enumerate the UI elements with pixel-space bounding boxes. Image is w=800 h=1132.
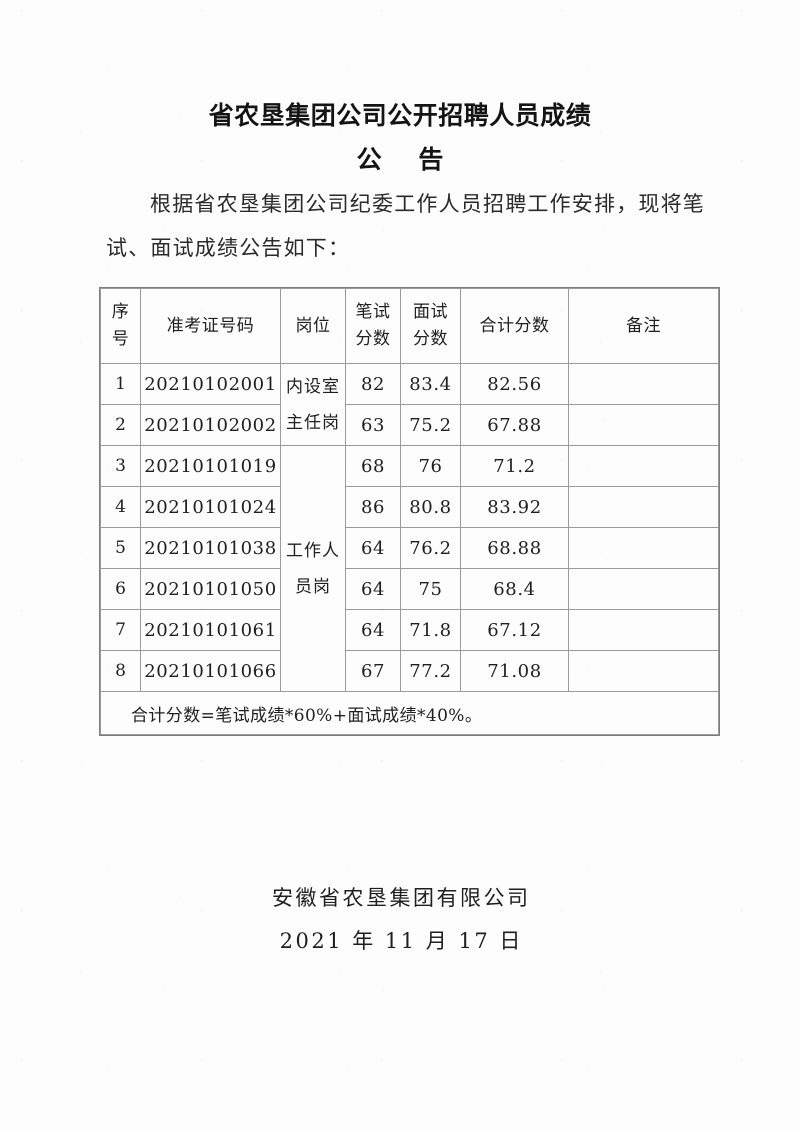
cell-total-score: 67.12 (460, 609, 569, 651)
table-row: 7 20210101061 64 71.8 67.12 (100, 609, 719, 651)
cell-written-score: 68 (345, 445, 401, 487)
cell-written-score: 82 (345, 363, 401, 405)
cell-index: 6 (100, 568, 141, 610)
cell-written-score: 64 (345, 609, 401, 651)
table-body: 1 20210102001 内设室 主任岗 82 83.4 82.56 2 20… (100, 363, 719, 735)
cell-index: 1 (100, 363, 141, 405)
cell-exam-no: 20210102001 (140, 363, 281, 405)
cell-interview-score: 75 (400, 568, 461, 610)
cell-remark (568, 527, 719, 569)
cell-total-score: 71.2 (460, 445, 569, 487)
cell-written-score: 67 (345, 650, 401, 692)
cell-written-score: 64 (345, 568, 401, 610)
cell-post-group-2: 工作人 员岗 (280, 445, 346, 692)
cell-post-group-1: 内设室 主任岗 (280, 363, 346, 446)
cell-index: 4 (100, 486, 141, 528)
intro-paragraph: 根据省农垦集团公司纪委工作人员招聘工作安排，现将笔试、面试成绩公告如下： (106, 192, 705, 260)
cell-interview-score: 83.4 (400, 363, 461, 405)
cell-total-score: 68.4 (460, 568, 569, 610)
column-header-interview-score: 面试 分数 (400, 288, 461, 364)
table-footnote: 合计分数=笔试成绩*60%+面试成绩*40%。 (100, 691, 719, 735)
column-header-written-score: 笔试 分数 (345, 288, 401, 364)
signature-organization: 安徽省农垦集团有限公司 (272, 886, 531, 910)
cell-interview-score: 75.2 (400, 404, 461, 446)
table-row: 8 20210101066 67 77.2 71.08 (100, 650, 719, 692)
cell-remark (568, 445, 719, 487)
cell-exam-no: 20210101019 (140, 445, 281, 487)
cell-exam-no: 20210102002 (140, 404, 281, 446)
cell-remark (568, 609, 719, 651)
cell-index: 8 (100, 650, 141, 692)
cell-total-score: 71.08 (460, 650, 569, 692)
cell-index: 5 (100, 527, 141, 569)
cell-interview-score: 76.2 (400, 527, 461, 569)
table-header: 序 号 准考证号码 岗位 笔试 分数 面试 分数 合计分数 备注 (100, 288, 719, 364)
column-header-total-score: 合计分数 (460, 288, 569, 364)
table-row: 4 20210101024 86 80.8 83.92 (100, 486, 719, 528)
cell-exam-no: 20210101061 (140, 609, 281, 651)
cell-exam-no: 20210101050 (140, 568, 281, 610)
column-header-index: 序 号 (100, 288, 141, 364)
cell-remark (568, 486, 719, 528)
table-header-row: 序 号 准考证号码 岗位 笔试 分数 面试 分数 合计分数 备注 (100, 288, 719, 364)
cell-index: 3 (100, 445, 141, 487)
cell-remark (568, 650, 719, 692)
cell-index: 2 (100, 404, 141, 446)
cell-exam-no: 20210101038 (140, 527, 281, 569)
cell-index: 7 (100, 609, 141, 651)
cell-remark (568, 568, 719, 610)
cell-remark (568, 363, 719, 405)
signature-date: 2021 年 11 月 17 日 (279, 929, 523, 953)
table-row: 6 20210101050 64 75 68.4 (100, 568, 719, 610)
cell-remark (568, 404, 719, 446)
table-footnote-row: 合计分数=笔试成绩*60%+面试成绩*40%。 (100, 691, 719, 735)
cell-exam-no: 20210101066 (140, 650, 281, 692)
table-row: 1 20210102001 内设室 主任岗 82 83.4 82.56 (100, 363, 719, 446)
column-header-exam-no: 准考证号码 (140, 288, 281, 364)
column-header-post: 岗位 (280, 288, 346, 364)
cell-written-score: 86 (345, 486, 401, 528)
table-row: 2 20210102002 63 75.2 67.88 (100, 404, 719, 446)
table-row: 3 20210101019 工作人 员岗 68 76 71.2 (100, 445, 719, 692)
score-table: 序 号 准考证号码 岗位 笔试 分数 面试 分数 合计分数 备注 1 (99, 287, 720, 736)
page-title: 省农垦集团公司公开招聘人员成绩 (208, 101, 592, 130)
cell-total-score: 67.88 (460, 404, 569, 446)
cell-interview-score: 71.8 (400, 609, 461, 651)
cell-interview-score: 76 (400, 445, 461, 487)
cell-written-score: 64 (345, 527, 401, 569)
cell-exam-no: 20210101024 (140, 486, 281, 528)
cell-total-score: 68.88 (460, 527, 569, 569)
cell-total-score: 83.92 (460, 486, 569, 528)
column-header-remark: 备注 (568, 288, 719, 364)
cell-interview-score: 77.2 (400, 650, 461, 692)
cell-interview-score: 80.8 (400, 486, 461, 528)
cell-total-score: 82.56 (460, 363, 569, 405)
cell-written-score: 63 (345, 404, 401, 446)
page-subtitle: 公 告 (356, 145, 458, 174)
table-row: 5 20210101038 64 76.2 68.88 (100, 527, 719, 569)
